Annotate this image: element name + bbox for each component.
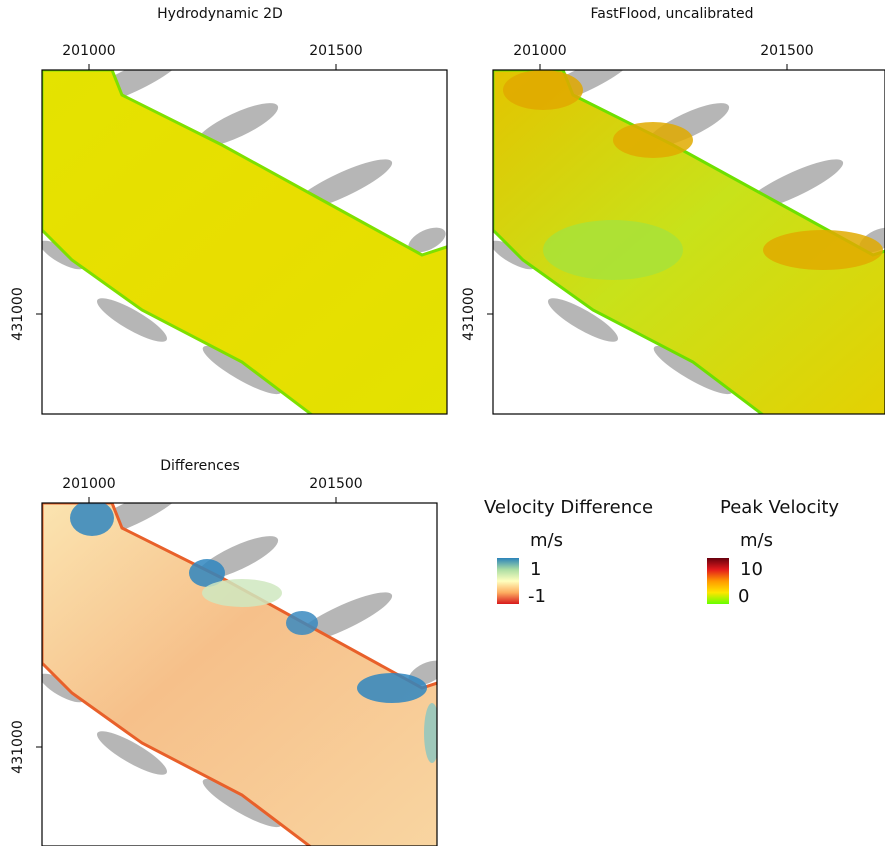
y-tick-label: 431000	[10, 720, 26, 773]
legend-max: 10	[740, 559, 763, 580]
panel-title: Differences	[160, 458, 239, 474]
legend-max: 1	[530, 559, 541, 580]
x-tick-label: 201000	[62, 476, 115, 492]
panel-title: FastFlood, uncalibrated	[590, 6, 753, 22]
patch	[357, 673, 427, 703]
patch	[613, 122, 693, 158]
map-raster	[36, 479, 462, 846]
map-layer	[487, 46, 885, 449]
y-tick-label: 431000	[10, 287, 26, 340]
patch	[70, 500, 114, 536]
patch	[286, 611, 318, 635]
legend-min: -1	[528, 586, 546, 607]
legend-ramp	[707, 558, 729, 604]
x-tick-label: 201000	[513, 43, 566, 59]
x-tick-label: 201500	[760, 43, 813, 59]
x-tick-label: 201000	[62, 43, 115, 59]
patch	[503, 70, 583, 110]
x-tick-label: 201500	[309, 43, 362, 59]
legend-title: Velocity Difference	[484, 497, 653, 518]
panel-title: Hydrodynamic 2D	[157, 6, 283, 22]
patch	[763, 230, 883, 270]
legend-unit: m/s	[740, 530, 773, 551]
legend-title: Peak Velocity	[720, 497, 839, 518]
y-tick-label: 431000	[461, 287, 477, 340]
map-layer	[36, 46, 462, 449]
patch	[543, 220, 683, 280]
x-tick-label: 201500	[309, 476, 362, 492]
figure: Hydrodynamic 2D 201000 201500 431000 FastFlo…	[0, 0, 885, 846]
map-raster	[36, 46, 462, 449]
map-raster	[487, 46, 885, 449]
legend-min: 0	[738, 586, 749, 607]
legend-unit: m/s	[530, 530, 563, 551]
map-layer	[36, 479, 462, 846]
legend-ramp	[497, 558, 519, 604]
patch	[202, 579, 282, 607]
